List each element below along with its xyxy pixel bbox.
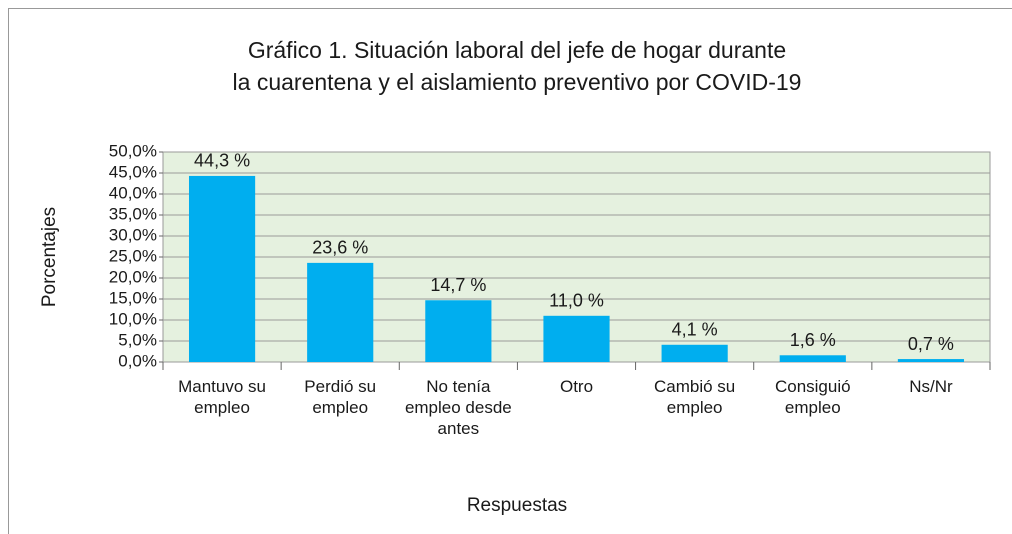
chart-title: la cuarentena y el aislamiento preventiv…: [233, 69, 802, 95]
value-label: 14,7 %: [430, 275, 486, 295]
y-tick-label: 45,0%: [109, 162, 157, 181]
x-tick-label: Cambió su empleo: [654, 377, 736, 417]
bar: [307, 262, 374, 362]
value-label: 44,3 %: [194, 151, 250, 171]
bar: [779, 355, 846, 362]
y-tick-label: 35,0%: [109, 204, 157, 223]
value-label: 0,7 %: [908, 334, 954, 354]
y-tick-label: 0,0%: [118, 351, 157, 370]
y-tick-label: 10,0%: [109, 309, 157, 328]
chart-title: Gráfico 1. Situación laboral del jefe de…: [248, 37, 786, 63]
y-tick-label: 40,0%: [109, 183, 157, 202]
y-tick-label: 5,0%: [118, 330, 157, 349]
value-label: 11,0 %: [549, 291, 604, 311]
y-tick-label: 15,0%: [109, 288, 157, 307]
bar: [543, 315, 610, 362]
x-tick-label: Mantuvo su empleo: [178, 377, 266, 417]
x-tick-label: Consiguió empleo: [774, 377, 851, 417]
x-tick-label: No tenía empleo desde antes: [404, 377, 512, 438]
value-label: 4,1 %: [672, 320, 718, 340]
x-axis-title: Respuestas: [467, 495, 567, 516]
frame: [8, 8, 1012, 534]
y-tick-label: 25,0%: [109, 246, 157, 265]
bar: [661, 344, 728, 362]
y-tick-label: 30,0%: [109, 225, 157, 244]
bar: [897, 359, 965, 362]
value-label: 1,6 %: [790, 330, 836, 350]
bar: [425, 300, 492, 362]
value-label: 23,6 %: [312, 238, 368, 258]
y-axis-title: Porcentajes: [39, 207, 60, 307]
x-tick-label: Ns/Nr: [909, 377, 953, 396]
x-tick-label: Perdió su empleo: [304, 377, 377, 417]
y-tick-label: 20,0%: [109, 267, 157, 286]
x-tick-label: Otro: [559, 377, 594, 396]
bar: [188, 175, 256, 362]
y-tick-label: 50,0%: [109, 141, 157, 160]
